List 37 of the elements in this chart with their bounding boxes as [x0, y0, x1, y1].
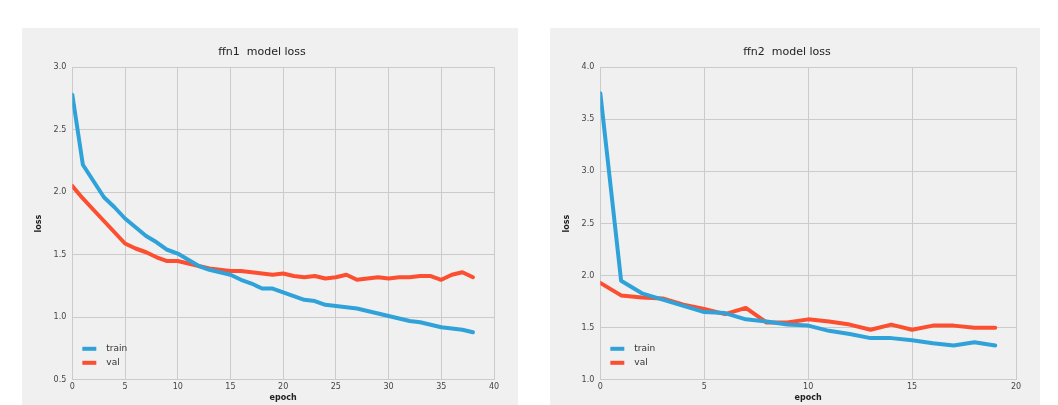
chart-title: ffn2 model loss [743, 45, 832, 59]
legend-label: train [106, 343, 128, 354]
legend-label: val [106, 357, 120, 368]
x-tick-label: 20 [278, 381, 289, 391]
y-tick-label: 2.5 [53, 124, 67, 134]
y-tick-label: 2.5 [581, 218, 595, 228]
y-tick-label: 1.0 [581, 374, 595, 384]
y-tick-label: 3.0 [53, 62, 67, 72]
x-tick-label: 35 [436, 381, 447, 391]
x-tick-label: 10 [803, 381, 814, 391]
y-tick-label: 3.5 [581, 114, 595, 124]
x-tick-label: 40 [488, 381, 500, 391]
x-tick-label: 15 [906, 381, 918, 391]
legend-label: val [634, 357, 648, 368]
y-tick-label: 1.5 [581, 322, 595, 332]
y-tick-label: 4.0 [581, 62, 595, 72]
x-tick-label: 15 [225, 381, 236, 391]
x-tick-label: 0 [597, 381, 603, 391]
y-tick-label: 3.0 [581, 166, 595, 176]
x-axis-title: epoch [269, 393, 298, 403]
y-tick-label: 2.0 [581, 270, 595, 280]
chart-title: ffn1 model loss [218, 45, 307, 59]
y-axis-title: loss [33, 214, 43, 233]
x-axis-title: epoch [794, 393, 823, 403]
x-tick-label: 25 [330, 381, 341, 391]
x-tick-label: 20 [1010, 381, 1022, 391]
y-tick-label: 2.0 [53, 187, 67, 197]
x-tick-label: 0 [69, 381, 75, 391]
y-tick-label: 0.5 [53, 374, 67, 384]
y-tick-label: 1.0 [53, 312, 67, 322]
x-tick-label: 10 [172, 381, 183, 391]
x-tick-label: 5 [122, 381, 128, 391]
x-tick-label: 5 [701, 381, 707, 391]
legend-label: train [634, 343, 656, 354]
y-axis-title: loss [561, 214, 571, 233]
x-tick-label: 30 [383, 381, 394, 391]
y-tick-label: 1.5 [53, 249, 67, 259]
